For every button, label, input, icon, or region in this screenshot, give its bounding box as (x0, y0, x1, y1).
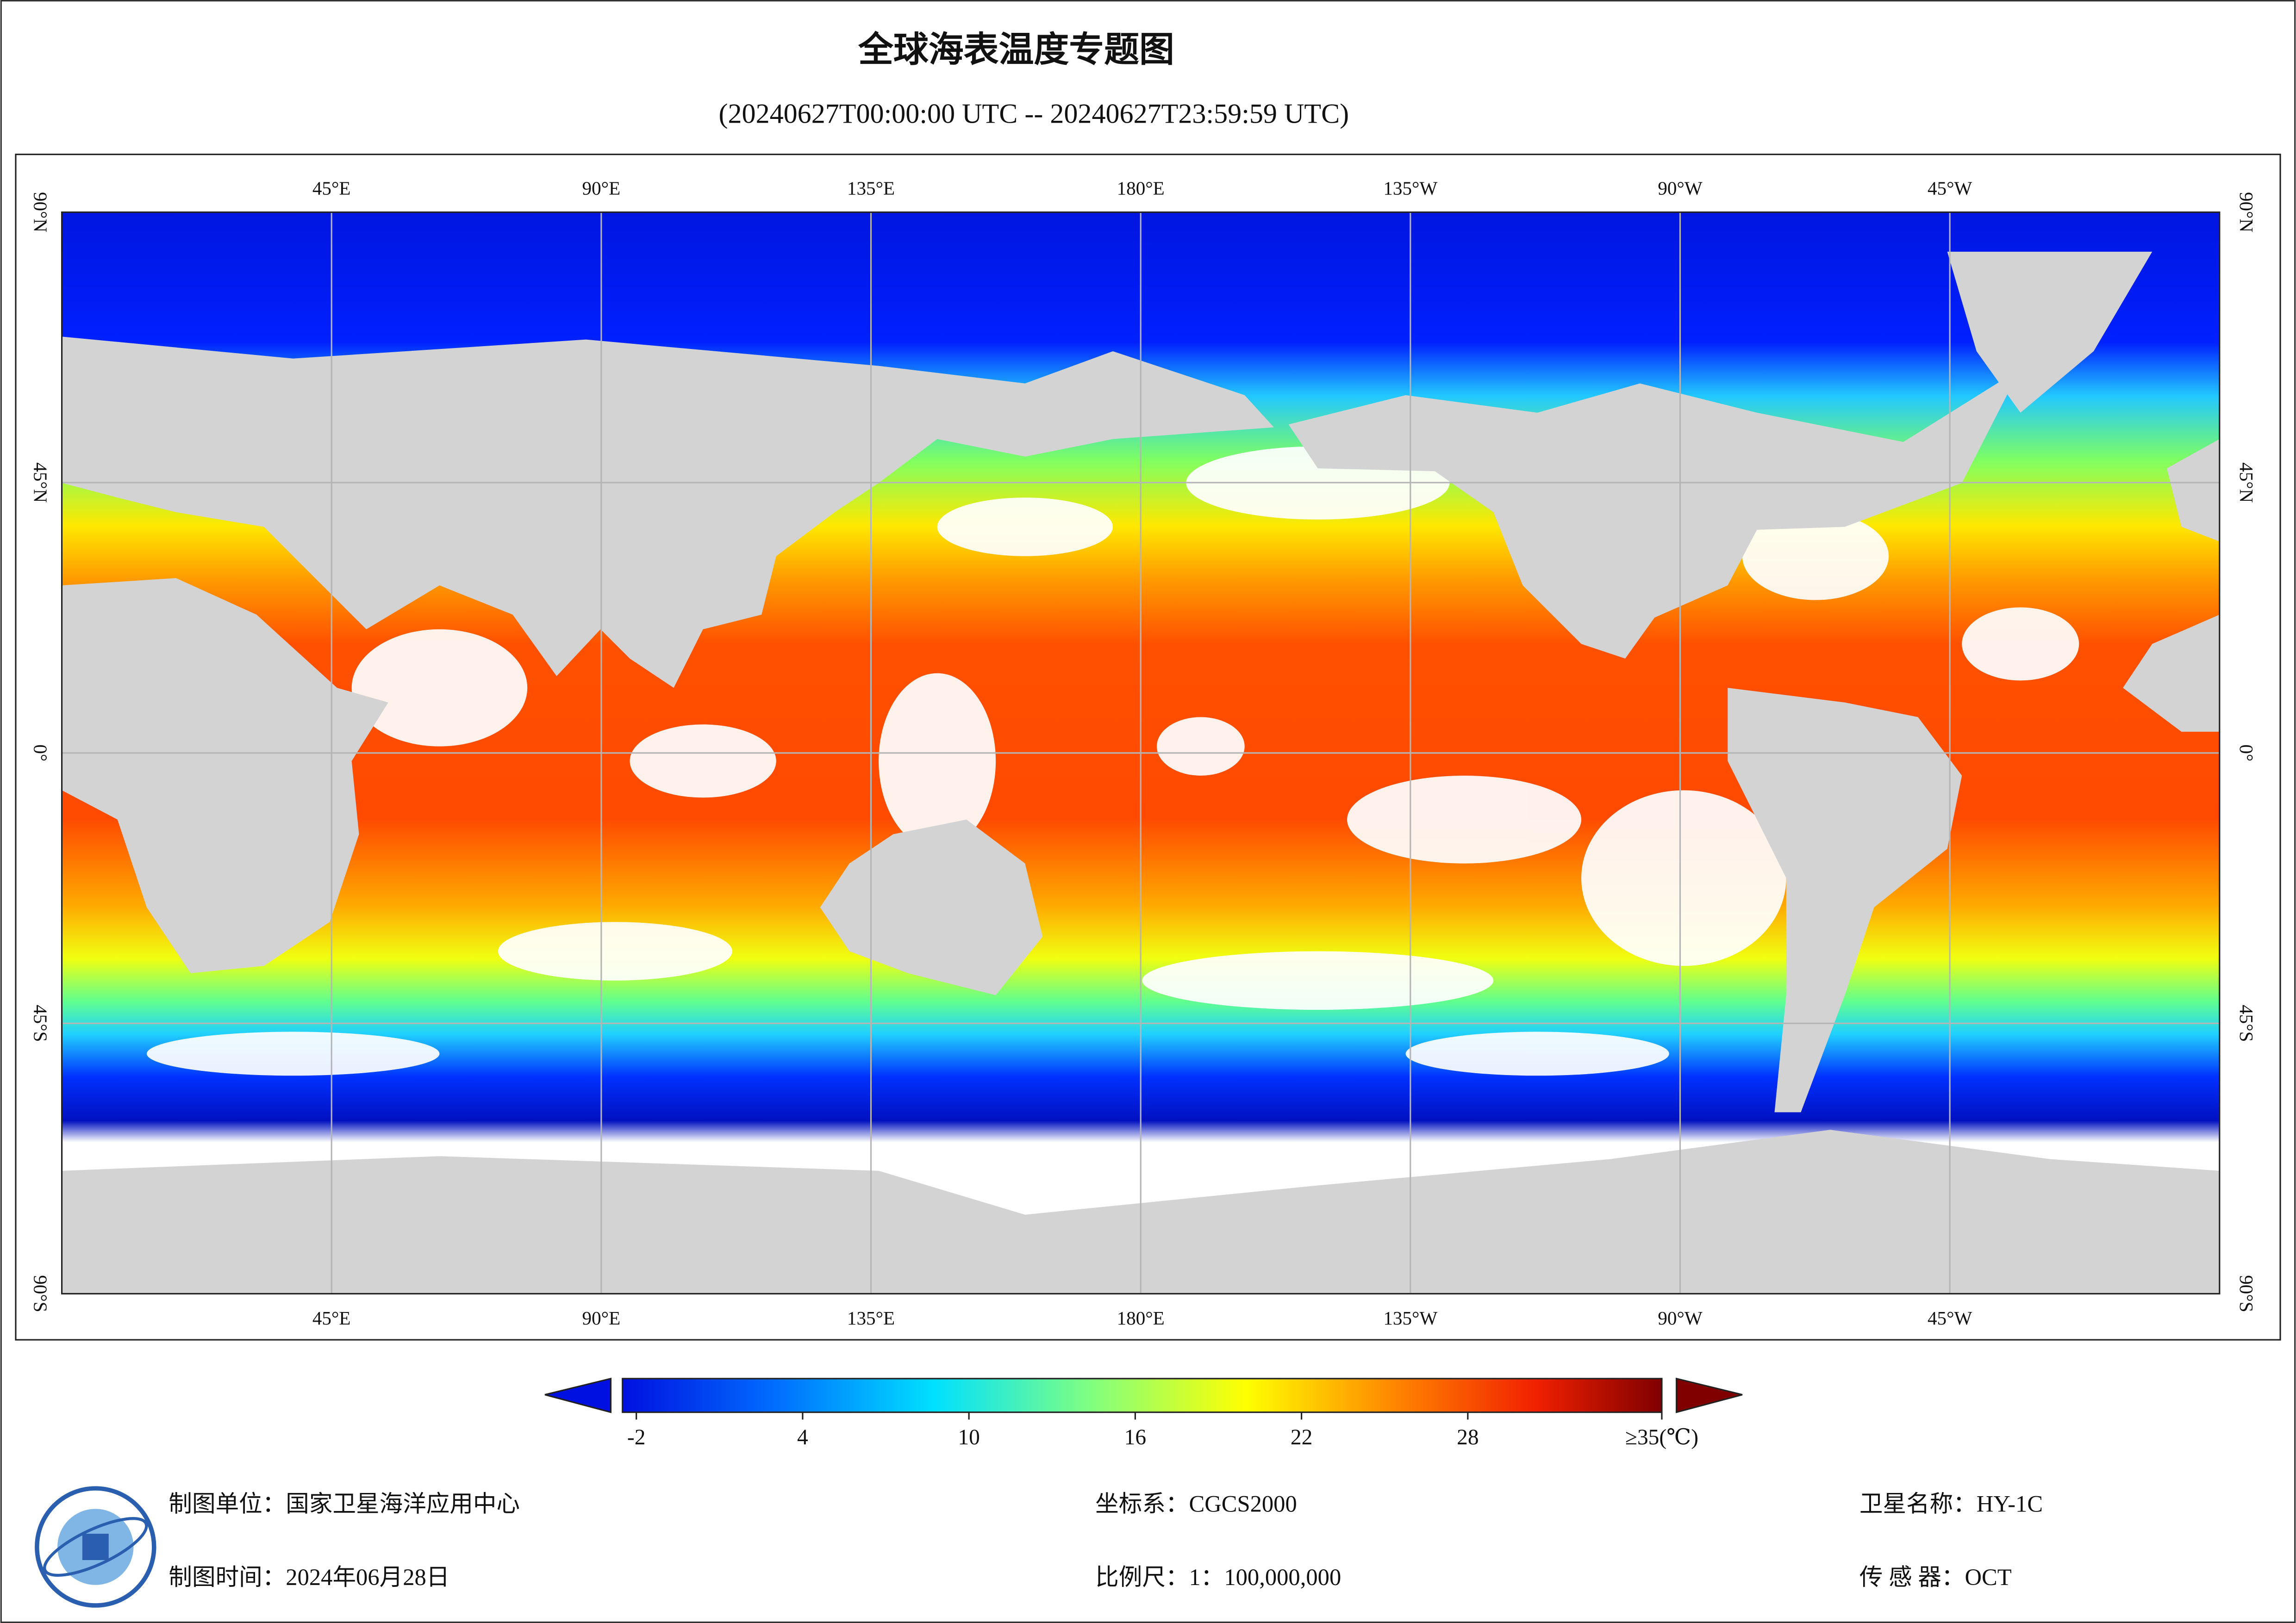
map-body (61, 211, 2221, 1295)
colorbar-tick-label: ≥35(℃) (1625, 1425, 1698, 1449)
lon-label-top: 90°W (1658, 178, 1703, 199)
lat-label-left: 0° (30, 745, 51, 762)
footer-value: 1：100,000,000 (1189, 1564, 1341, 1590)
lat-label-left: 45°N (30, 462, 51, 503)
colorbar-tick-label: -2 (627, 1425, 646, 1449)
colorbar-high-arrow (1676, 1377, 1743, 1413)
footer-item: 制图时间：2024年06月28日 (168, 1564, 449, 1590)
lat-label-right: 90°S (2236, 1275, 2257, 1312)
colorbar-tick-label: 16 (1124, 1425, 1146, 1449)
lon-label-top: 135°E (847, 178, 895, 199)
title: 全球海表温度专题图 (858, 29, 1174, 70)
lon-label-top: 90°E (582, 178, 621, 199)
cloud-mask (146, 446, 2079, 1076)
subtitle: (20240627T00:00:00 UTC -- 20240627T23:59… (718, 98, 1349, 129)
lat-label-right: 90°N (2236, 192, 2257, 232)
lon-label-bottom: 90°E (582, 1307, 621, 1329)
footer-label: 制图时间： (168, 1564, 286, 1590)
map-frame (15, 154, 2281, 1341)
lat-label-right: 45°S (2236, 1005, 2257, 1042)
footer-value: 2024年06月28日 (286, 1564, 449, 1590)
footer-value: CGCS2000 (1189, 1491, 1297, 1517)
colorbar-bar (622, 1378, 1663, 1413)
footer-item: 制图单位：国家卫星海洋应用中心 (168, 1491, 520, 1517)
logo (35, 1486, 156, 1608)
lat-label-right: 45°N (2236, 462, 2257, 503)
footer-item: 比例尺：1：100,000,000 (1095, 1564, 1341, 1590)
lon-label-bottom: 135°W (1383, 1307, 1437, 1329)
footer-item: 传 感 器：OCT (1859, 1564, 2012, 1590)
colorbar-tick-label: 10 (958, 1425, 980, 1449)
footer-value: OCT (1965, 1564, 2011, 1590)
lon-label-top: 45°E (312, 178, 351, 199)
footer-label: 传 感 器： (1859, 1564, 1965, 1590)
footer-value: 国家卫星海洋应用中心 (286, 1491, 520, 1517)
footer-label: 坐标系： (1095, 1491, 1189, 1517)
footer: 制图单位：国家卫星海洋应用中心 坐标系：CGCS2000 卫星名称：HY-1C 制图时… (168, 1491, 2043, 1590)
lon-label-bottom: 45°E (312, 1307, 351, 1329)
lon-label-bottom: 135°E (847, 1307, 895, 1329)
footer-value: HY-1C (1977, 1491, 2043, 1517)
footer-label: 比例尺： (1095, 1564, 1189, 1590)
lon-label-bottom: 180°E (1117, 1307, 1165, 1329)
lon-label-top: 45°W (1928, 178, 1972, 199)
footer-label: 制图单位： (168, 1491, 286, 1517)
colorbar-tick-label: 28 (1457, 1425, 1479, 1449)
footer-label: 卫星名称： (1859, 1491, 1977, 1517)
colorbar-tick-label: 22 (1291, 1425, 1312, 1449)
lat-label-left: 90°S (30, 1275, 51, 1312)
lat-label-right: 0° (2236, 745, 2257, 762)
lat-label-left: 90°N (30, 192, 51, 232)
footer-item: 卫星名称：HY-1C (1859, 1491, 2043, 1517)
footer-item: 坐标系：CGCS2000 (1095, 1491, 1297, 1517)
lon-label-bottom: 45°W (1928, 1307, 1972, 1329)
lat-label-left: 45°S (30, 1005, 51, 1042)
lon-label-bottom: 90°W (1658, 1307, 1703, 1329)
colorbar-low-arrow (544, 1377, 612, 1413)
graticule (62, 212, 2220, 1294)
colorbar (544, 1377, 1743, 1413)
lon-label-top: 180°E (1117, 178, 1165, 199)
lon-label-top: 135°W (1383, 178, 1437, 199)
colorbar-tick-label: 4 (797, 1425, 808, 1449)
map-inner-frame (61, 211, 2221, 1295)
